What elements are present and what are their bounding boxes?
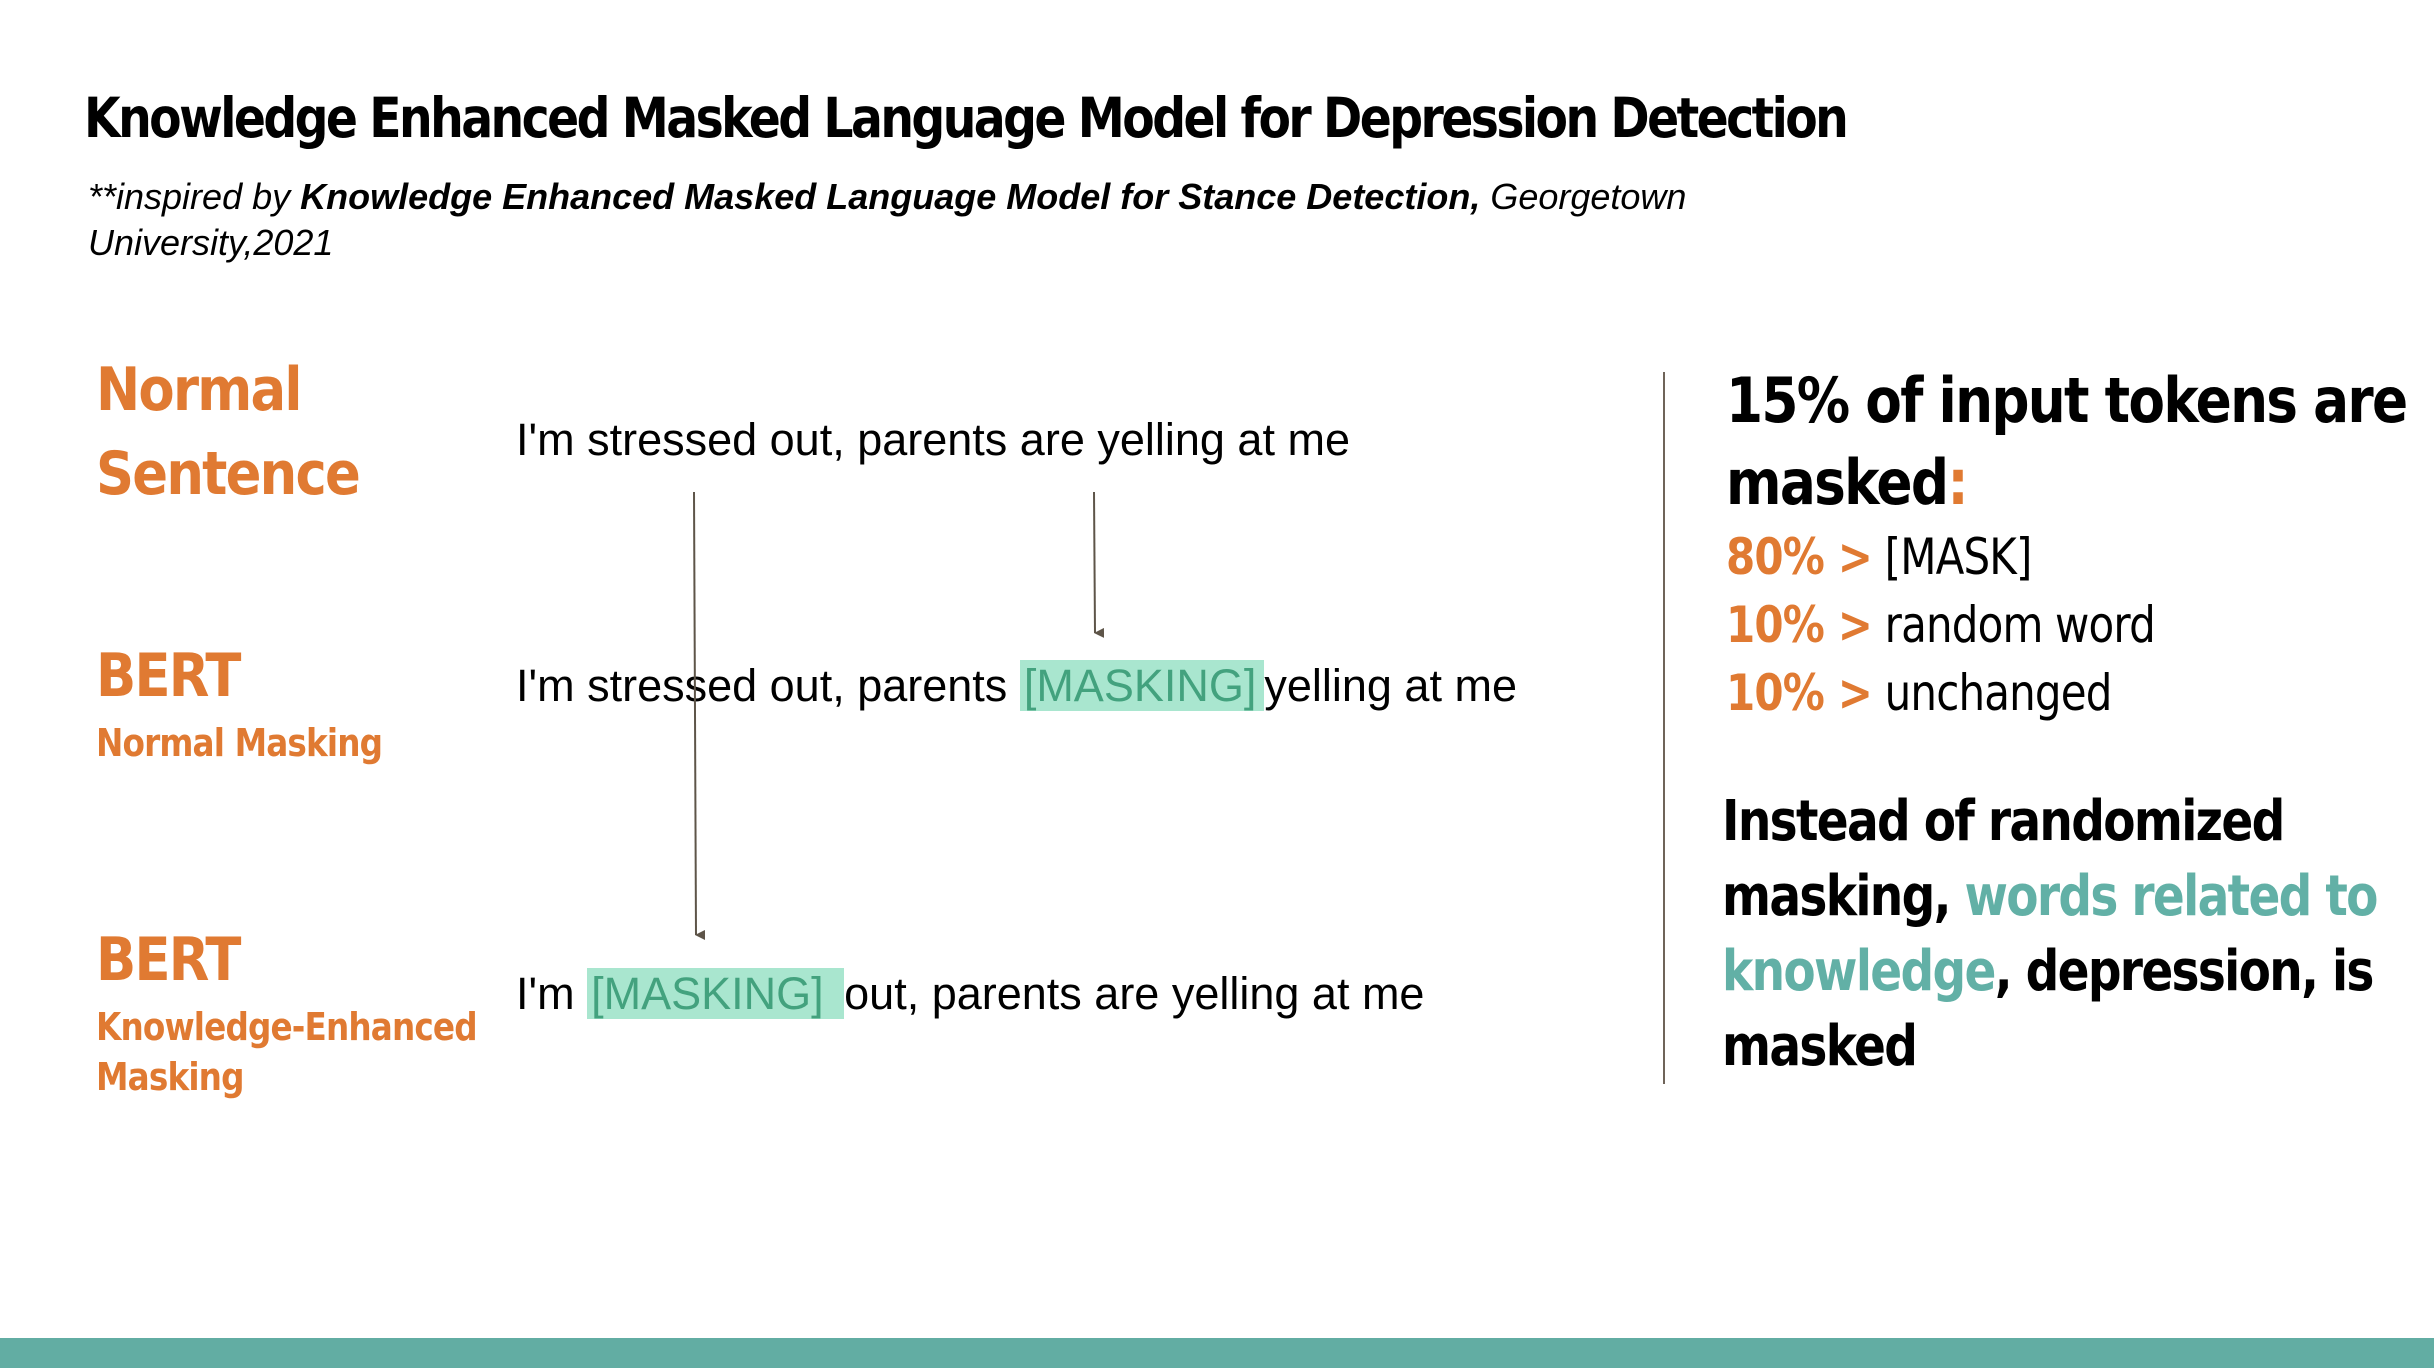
note-line4: masked bbox=[1722, 1014, 1918, 1079]
note-line2: masking, words related to bbox=[1722, 859, 2378, 934]
note-line2-a: masking, bbox=[1722, 864, 1965, 929]
vertical-divider bbox=[1663, 372, 1665, 1084]
label-bert: BERT bbox=[96, 641, 241, 711]
note-line2-b: words related to bbox=[1964, 864, 2378, 929]
stat-unchanged: 10% > unchanged bbox=[1726, 660, 2112, 726]
label-normal-sentence: Normal Sentence bbox=[96, 348, 395, 516]
note-line3-b: , depression, is bbox=[1994, 939, 2375, 1004]
note-line3: knowledge, depression, is bbox=[1722, 934, 2374, 1009]
normal-sentence: I'm stressed out, parents are yelling at… bbox=[516, 414, 1350, 465]
stat-mask-pct: 80% > bbox=[1726, 528, 1873, 586]
citation-paper-title: Knowledge Enhanced Masked Language Model… bbox=[300, 176, 1481, 217]
stat-unchanged-text: unchanged bbox=[1872, 664, 2113, 722]
stat-mask: 80% > [MASK] bbox=[1726, 524, 2032, 590]
label-bert-2: BERT bbox=[96, 925, 241, 995]
bert-masked-sentence: I'm stressed out, parents [MASKING] yelli… bbox=[516, 656, 1517, 716]
bert-sentence-before: I'm stressed out, parents bbox=[516, 660, 1020, 711]
arrow-to-knowledge-mask bbox=[693, 491, 706, 940]
knowledge-masking-note: Instead of randomized masking, words rel… bbox=[1722, 784, 2378, 1084]
masking-ratio-heading: 15% of input tokens are masked: bbox=[1726, 360, 2408, 524]
label-normal-line1: Normal bbox=[96, 355, 302, 425]
heading-masked: masked bbox=[1726, 446, 1949, 519]
bert-mask-token: [MASKING] bbox=[1019, 660, 1265, 711]
stat-mask-text: [MASK] bbox=[1872, 528, 2033, 586]
stat-random-text: random word bbox=[1872, 596, 2156, 654]
stat-unchanged-pct: 10% > bbox=[1726, 664, 1873, 722]
knowledge-sentence-before: I'm bbox=[516, 968, 588, 1019]
stat-random-pct: 10% > bbox=[1726, 596, 1873, 654]
knowledge-masked-sentence: I'm [MASKING] out, parents are yelling a… bbox=[516, 964, 1424, 1024]
bottom-accent-bar bbox=[0, 1338, 2434, 1368]
note-line1: Instead of randomized bbox=[1722, 789, 2285, 854]
citation-note: **inspired by Knowledge Enhanced Masked … bbox=[88, 174, 1848, 266]
citation-institution: Georgetown University,2021 bbox=[88, 176, 1687, 263]
label-normal-masking: Normal Masking bbox=[96, 721, 383, 765]
label-knowledge-enhanced: Knowledge-Enhanced bbox=[96, 1005, 478, 1049]
heading-line1: 15% of input tokens are bbox=[1726, 364, 2408, 437]
slide-title: Knowledge Enhanced Masked Language Model… bbox=[84, 86, 1849, 150]
knowledge-mask-token: [MASKING] bbox=[587, 968, 845, 1019]
note-line3-a: knowledge bbox=[1722, 939, 1996, 1004]
heading-colon: : bbox=[1947, 446, 1968, 519]
arrow-to-bert-mask bbox=[1093, 491, 1105, 638]
knowledge-sentence-after: out, parents are yelling at me bbox=[844, 968, 1425, 1019]
heading-line2: masked: bbox=[1726, 442, 2406, 524]
citation-prefix: **inspired by bbox=[88, 176, 301, 217]
label-masking: Masking bbox=[96, 1055, 244, 1099]
bert-sentence-after: yelling at me bbox=[1264, 660, 1517, 711]
label-normal-line2: Sentence bbox=[96, 439, 361, 509]
stat-random: 10% > random word bbox=[1726, 592, 2156, 658]
label-bert-knowledge: BERT Knowledge-Enhanced Masking bbox=[96, 918, 539, 1102]
label-bert-normal: BERT Normal Masking bbox=[96, 634, 429, 768]
